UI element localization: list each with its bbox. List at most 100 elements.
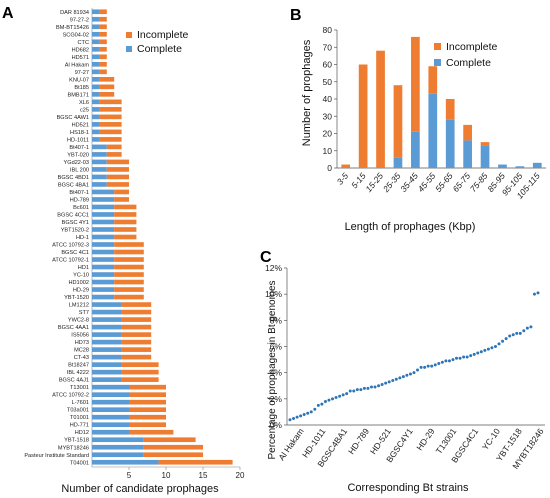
data-point [455, 356, 459, 360]
strain-label: T03a001 [67, 408, 89, 414]
bar-complete [463, 140, 472, 168]
y-tick-label: 12% [265, 263, 282, 273]
x-tick-label: 55-65 [433, 171, 455, 194]
bar-incomplete [114, 287, 144, 292]
y-tick-label: 80 [323, 25, 333, 35]
data-point [447, 359, 451, 363]
legend-complete-swatch [126, 46, 132, 52]
data-point [416, 368, 420, 372]
strain-label: T13001 [70, 385, 89, 391]
data-point [522, 329, 526, 333]
bar-complete [92, 317, 122, 322]
strain-label: YBT-1520 [64, 295, 89, 301]
data-point [458, 356, 462, 360]
bar-complete [92, 9, 100, 15]
strain-label: BGSC 4AW1 [57, 115, 89, 121]
bar-incomplete [121, 354, 152, 360]
data-point [525, 326, 529, 330]
bar-incomplete [428, 66, 438, 94]
bar-complete [92, 39, 100, 45]
data-point [345, 392, 349, 396]
strain-label: HD-29 [73, 288, 89, 294]
bar-incomplete [99, 54, 107, 60]
panel-b-label: B [290, 7, 302, 24]
strain-label: 97-27-2 [70, 17, 89, 23]
strain-label: T04001 [70, 460, 89, 466]
bar-incomplete [114, 204, 137, 210]
bar-incomplete [99, 31, 107, 37]
bar-incomplete [143, 444, 203, 450]
strain-label: BGSC 4BD1 [58, 175, 89, 181]
bar-incomplete [158, 459, 233, 465]
data-point [394, 377, 398, 381]
strain-label: BGSC 4AA1 [58, 325, 89, 331]
strain-label: HD-1 [76, 235, 89, 241]
strain-label: HS18-1 [70, 130, 89, 136]
x-tick-label: 15-25 [363, 171, 385, 194]
bar-incomplete [99, 39, 107, 45]
bar-incomplete [121, 377, 159, 382]
data-point [316, 403, 320, 407]
bar-incomplete [129, 384, 166, 390]
x-tick-label: 15 [199, 471, 208, 480]
data-point [529, 325, 533, 329]
y-tick-label: 10 [323, 146, 333, 156]
strain-label: ATCC 10792-2 [52, 393, 89, 399]
strain-label: ST7 [79, 310, 89, 316]
panel-a-chart: Incomplete Complete Number of candidate … [24, 8, 245, 495]
bar-incomplete [445, 99, 455, 120]
bar-complete [92, 332, 122, 337]
x-tick-label: 20 [236, 471, 245, 480]
bar-incomplete [106, 144, 122, 150]
data-point [398, 376, 402, 380]
bar-incomplete [114, 212, 137, 217]
bar-incomplete [106, 174, 129, 180]
data-point [476, 351, 480, 355]
bar-incomplete [114, 189, 129, 195]
x-tick-label: 75-85 [468, 171, 490, 194]
strain-label: c25 [80, 107, 89, 113]
bar-complete [92, 354, 122, 360]
bar-complete [92, 107, 100, 112]
bar-complete [92, 362, 122, 367]
bar-complete [92, 249, 115, 255]
bar-complete [92, 324, 122, 330]
legend-complete-label: Complete [137, 43, 182, 55]
data-point [292, 416, 296, 420]
bar-complete [92, 444, 144, 450]
bar-complete [92, 392, 129, 397]
data-point [419, 365, 423, 369]
bar-incomplete [121, 362, 159, 367]
data-point [334, 396, 338, 400]
panel-b-chart: Incomplete Complete Length of prophages … [301, 25, 546, 233]
bar-complete [92, 219, 115, 225]
x-tick-label: Al Hakam [276, 426, 305, 462]
bar-incomplete [114, 264, 144, 270]
data-point [518, 331, 522, 335]
data-point [369, 385, 373, 389]
bar-complete [480, 145, 490, 168]
data-point [501, 339, 505, 343]
strain-label: IS5056 [71, 333, 89, 339]
bar-incomplete [106, 167, 129, 172]
data-point [412, 371, 416, 375]
bar-incomplete [121, 317, 152, 322]
bar-complete [92, 114, 100, 120]
data-point [373, 385, 377, 389]
data-point [444, 359, 448, 363]
data-point [302, 413, 306, 417]
bar-complete [393, 157, 403, 168]
bar-incomplete [114, 219, 137, 225]
strain-label: HD571 [72, 55, 89, 61]
data-point [490, 346, 494, 350]
bar-incomplete [99, 122, 122, 127]
data-point [362, 386, 366, 390]
bar-complete [92, 347, 122, 352]
strain-label: Pasteur Institute Standard [24, 453, 89, 459]
data-point [391, 379, 395, 383]
bar-complete [92, 242, 115, 247]
data-point [323, 399, 327, 403]
legend-incomplete-label: Incomplete [137, 29, 189, 41]
data-point [469, 354, 473, 358]
bar-incomplete [121, 324, 152, 330]
